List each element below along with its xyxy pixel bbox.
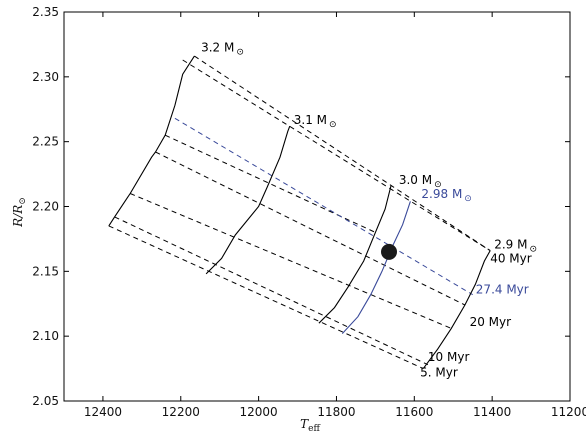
marker-point — [381, 243, 398, 260]
isochrone-line — [114, 216, 429, 366]
isochrone-label: 10 Myr — [428, 350, 470, 364]
x-tick-label: 12400 — [84, 405, 122, 419]
isochrone-line — [182, 59, 491, 252]
track-label: 3.2 M — [201, 40, 234, 54]
x-axis-label: Teff — [300, 417, 320, 434]
isochrone-line — [130, 193, 452, 329]
x-tick-label: 11400 — [473, 405, 511, 419]
y-tick-label: 2.30 — [32, 70, 59, 84]
lines — [108, 55, 491, 370]
x-tick-label: 11600 — [395, 405, 433, 419]
track-label: 2.98 M — [421, 187, 462, 201]
track-label: 2.9 M — [494, 238, 527, 252]
isochrone-label: 27.4 Myr — [476, 282, 529, 296]
y-tick-label: 2.35 — [32, 5, 59, 19]
ticks: 12400 12200 12000 11800 11600 11400 11200 2.05 2… — [32, 5, 586, 419]
track-line — [422, 250, 491, 369]
isochrone-label: 5. Myr — [420, 365, 458, 379]
track-label: 3.0 M — [399, 173, 432, 187]
y-tick-label: 2.15 — [32, 264, 59, 278]
isochrone-line — [174, 117, 473, 296]
axis-labels: Teff R/R⊙ — [11, 197, 320, 434]
sun-symbol-icon: ⊙ — [329, 120, 337, 130]
x-tick-label: 11200 — [551, 405, 586, 419]
isochrone-line — [194, 55, 491, 252]
isochrone-line — [155, 151, 466, 306]
track-line — [341, 201, 411, 334]
y-tick-label: 2.20 — [32, 200, 59, 214]
isochrone-label: 20 Myr — [470, 315, 512, 329]
isochrone-line — [108, 225, 424, 370]
y-tick-label: 2.10 — [32, 329, 59, 343]
y-axis-label: R/R⊙ — [11, 197, 28, 228]
y-tick-label: 2.05 — [32, 394, 59, 408]
sun-symbol-icon: ⊙ — [464, 194, 472, 204]
track-line — [318, 185, 392, 324]
labels: 3.2 M ⊙3.1 M ⊙3.0 M ⊙2.98 M ⊙2.9 M ⊙5. Myr10 … — [201, 40, 537, 379]
sun-symbol-icon: ⊙ — [236, 47, 244, 57]
y-tick-label: 2.25 — [32, 135, 59, 149]
track-line — [205, 125, 291, 275]
sun-symbol-icon: ⊙ — [434, 180, 442, 190]
x-tick-label: 12000 — [240, 405, 278, 419]
sun-symbol-icon: ⊙ — [529, 245, 537, 255]
isochrone-label: 40 Myr — [490, 251, 532, 265]
track-line — [108, 55, 195, 227]
track-label: 3.1 M — [294, 113, 327, 127]
x-tick-label: 11800 — [317, 405, 355, 419]
x-tick-label: 12200 — [162, 405, 200, 419]
isochrone-line — [164, 134, 376, 233]
plot-frame — [63, 11, 571, 402]
